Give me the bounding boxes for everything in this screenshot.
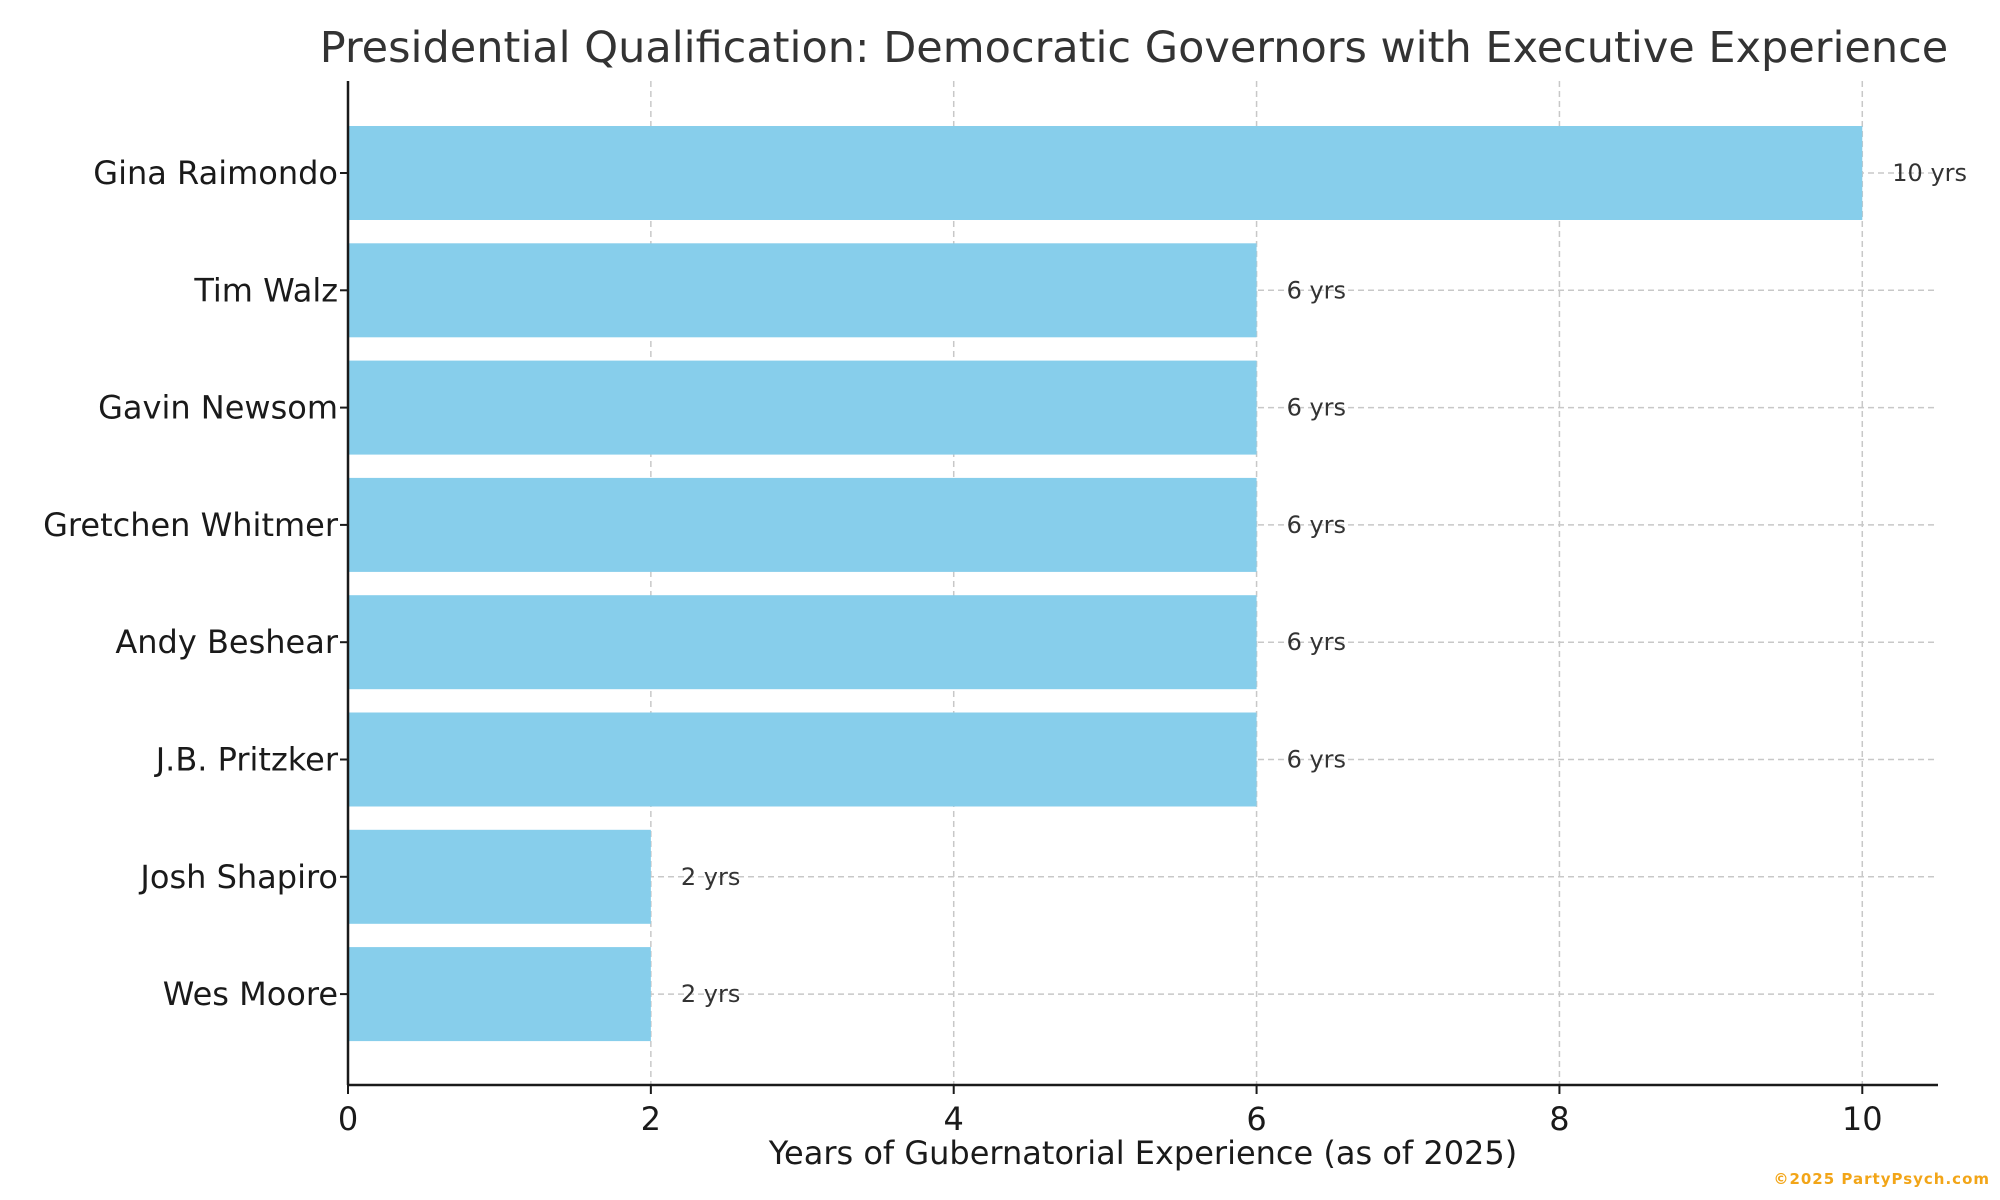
bar	[348, 595, 1257, 690]
bar	[348, 947, 651, 1042]
y-tick-label: Josh Shapiro	[138, 858, 338, 896]
bar	[348, 360, 1257, 455]
watermark: ©2025 PartyPsych.com	[1773, 1170, 1990, 1188]
data-label: 6 yrs	[1287, 276, 1346, 304]
bar	[348, 829, 651, 924]
y-tick-label: J.B. Pritzker	[154, 741, 339, 779]
x-tick-label: 6	[1246, 1100, 1266, 1138]
data-label: 6 yrs	[1287, 394, 1346, 422]
x-tick-label: 8	[1549, 1100, 1569, 1138]
data-label: 10 yrs	[1892, 159, 1967, 187]
data-label: 6 yrs	[1287, 511, 1346, 539]
axes-layer	[346, 81, 1938, 1087]
data-label: 6 yrs	[1287, 746, 1346, 774]
x-axis-label: Years of Gubernatorial Experience (as of…	[768, 1134, 1518, 1172]
bar	[348, 712, 1257, 807]
x-tick-label: 2	[641, 1100, 661, 1138]
y-tick-label: Andy Beshear	[115, 623, 338, 661]
chart-title: Presidential Qualification: Democratic G…	[320, 23, 1948, 73]
y-tick-label: Tim Walz	[193, 271, 338, 309]
x-tick-label: 10	[1842, 1100, 1883, 1138]
bar	[348, 126, 1863, 220]
y-tick-label: Gina Raimondo	[93, 154, 338, 192]
bar	[348, 477, 1257, 572]
bar	[348, 243, 1257, 338]
data-label: 2 yrs	[681, 980, 740, 1008]
x-tick-label: 0	[338, 1100, 358, 1138]
x-tick-label: 4	[944, 1100, 964, 1138]
labels-layer: Gina Raimondo 10 yrs Tim Walz 6 yrs Gavin Ne…	[43, 154, 1967, 1138]
data-label: 6 yrs	[1287, 628, 1346, 656]
data-label: 2 yrs	[681, 863, 740, 891]
y-tick-label: Gretchen Whitmer	[43, 506, 339, 544]
bars-layer	[348, 126, 1863, 1042]
y-tick-label: Wes Moore	[163, 975, 338, 1013]
y-tick-label: Gavin Newsom	[98, 389, 338, 427]
ticks-layer	[340, 172, 1864, 1094]
grid-layer	[348, 81, 1938, 1085]
